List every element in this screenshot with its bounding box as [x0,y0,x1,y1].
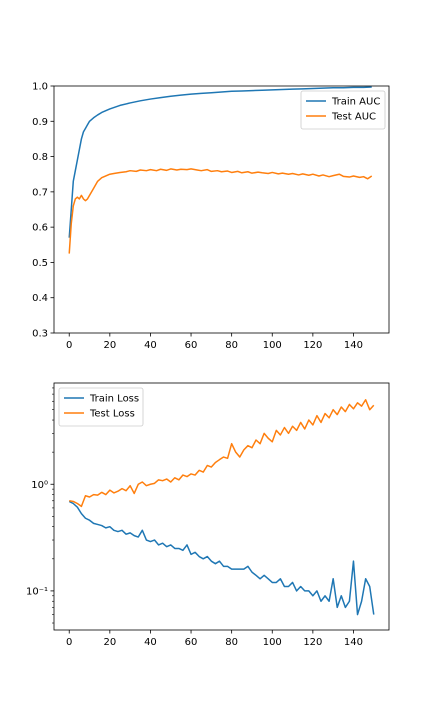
x-tick-label: 60 [185,637,198,648]
y-tick-label: 0.5 [32,258,48,269]
y-tick-label: 0.4 [32,293,48,304]
x-tick-label: 120 [303,340,322,351]
x-tick-label: 60 [185,340,198,351]
series-line-test-loss [69,398,375,508]
y-tick-label: 0.3 [32,329,48,340]
x-tick-label: 20 [103,340,116,351]
legend-label: Test Loss [89,409,135,420]
x-tick-label: 120 [303,637,322,648]
y-tick-label: 10⁻¹ [26,586,48,597]
y-tick-label: 10⁰ [31,480,48,491]
legend-label: Test AUC [331,112,376,123]
x-tick-label: 0 [66,637,72,648]
y-tick-label: 0.7 [32,187,48,198]
x-tick-label: 100 [263,340,282,351]
x-tick-label: 0 [66,340,72,351]
x-tick-label: 140 [344,637,363,648]
x-tick-label: 80 [225,340,238,351]
y-tick-label: 1.0 [32,82,48,93]
x-tick-label: 100 [263,637,282,648]
y-tick-label: 0.9 [32,117,48,128]
x-tick-label: 40 [144,340,157,351]
series-line-train-loss [68,500,375,616]
auc-chart: 0 20 40 60 80 100 120 140 0.3 0.4 0.5 0.6 0.7 0.8 0.9 1… [32,82,390,351]
series-line-test-auc [68,168,373,254]
plot-frame [53,382,390,631]
loss-chart: 0 20 40 60 80 100 120 140 10⁻¹ 10⁰ Train Loss Test … [26,382,390,648]
legend-label: Train AUC [331,97,380,108]
series-line-train-auc [68,86,372,238]
y-tick-label: 0.6 [32,223,48,234]
x-tick-label: 140 [344,340,363,351]
y-tick-label: 0.8 [32,152,48,163]
x-tick-label: 20 [103,637,116,648]
x-tick-label: 80 [225,637,238,648]
x-tick-label: 40 [144,637,157,648]
legend-label: Train Loss [89,394,139,405]
plot-frame [53,85,390,334]
